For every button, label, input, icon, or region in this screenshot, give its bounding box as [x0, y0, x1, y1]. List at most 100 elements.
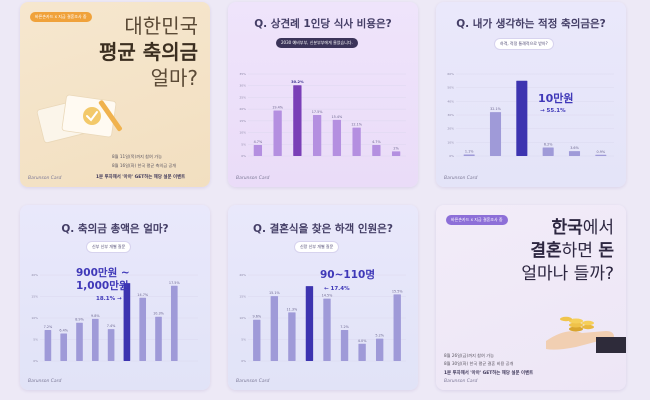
bar-value-label: 14.7%: [137, 293, 149, 297]
meal-cost-chart: 0% 5% 10% 15% 20% 25% 30% 35% 4.7% 19.4% 30.2% 17.5…: [239, 72, 406, 158]
card-guest-count[interactable]: Q. 결혼식을 찾은 하객 인원은? 신랑 신부 개별 질문 0% 5% 10% 15…: [228, 205, 418, 390]
bar-value-label: 32.1%: [490, 107, 502, 111]
callout-percent: ← 17.4%: [324, 286, 350, 292]
card-wedding-cost[interactable]: 바른손카드 x 지금 결혼조사 중 한국에서 결혼하면 돈 얼마나 들까? 8월…: [436, 205, 626, 390]
card-gift-total[interactable]: Q. 축의금 총액은 얼마? 신부 신부 개별 질문 0% 5% 10% 15% 20%…: [20, 205, 210, 390]
y-tick-label: 15%: [31, 295, 38, 299]
event-footer: 1분 투자해서 '아아' GET하는 해당 설문 이벤트: [444, 371, 534, 376]
bar-value-label: 4.7%: [254, 140, 263, 144]
y-tick-label: 20%: [239, 273, 246, 277]
bar: [372, 144, 381, 156]
y-tick-label: 5%: [241, 338, 246, 342]
bar: [91, 318, 99, 361]
guest-count-chart: 0% 5% 10% 15% 20% 9.6% 15.1% 11.3% 14.5% 7.2% 4.0%…: [239, 273, 406, 363]
y-tick-label: 20%: [239, 107, 246, 111]
bar: [358, 343, 366, 361]
bar-value-label: 7.4%: [107, 324, 116, 328]
y-tick-label: 10%: [447, 140, 454, 144]
headline-line3: 얼마나 들까?: [521, 264, 614, 284]
brand-logo: Barunson Card: [236, 379, 270, 384]
headline-word-money: 돈: [598, 241, 614, 261]
y-tick-label: 0%: [449, 154, 454, 158]
headline-word-in: 에서: [582, 218, 614, 238]
survey-badge: 바른손카드 x 지금 결혼조사 중: [30, 12, 92, 22]
brand-logo: Barunson Card: [236, 176, 270, 181]
headline-word-korea: 한국: [551, 218, 583, 238]
bar: [391, 151, 401, 156]
callout-percent: → 55.1%: [540, 108, 566, 114]
bar-value-label: 19.4%: [272, 106, 284, 110]
bar: [312, 115, 322, 156]
bar: [463, 154, 475, 156]
y-tick-label: 25%: [239, 95, 246, 99]
brand-logo: Barunson Card: [444, 379, 478, 384]
y-tick-label: 0%: [241, 359, 246, 363]
bar: [139, 297, 147, 361]
headline-word-if: 하면: [561, 241, 599, 261]
callout-value: 90~110명: [320, 269, 375, 281]
headline-line1: 대한민국: [124, 14, 198, 38]
participation-deadline: 8월 26일(금)까지 참여 가능: [444, 353, 494, 358]
y-tick-label: 15%: [239, 295, 246, 299]
y-tick-label: 0%: [33, 359, 38, 363]
bar: [568, 151, 581, 156]
bar: [273, 110, 282, 156]
question-title: Q. 상견례 1인당 식사 비용은?: [254, 18, 392, 30]
headline-line3: 얼마?: [150, 66, 198, 90]
y-tick-label: 40%: [447, 99, 454, 103]
bar: [253, 319, 261, 361]
proper-gift-chart: 0% 10% 20% 30% 40% 50% 60% 1.1% 32.1% 6.2% 3.6% 0.9…: [447, 72, 614, 158]
callout-value-line2: 1,000만원: [76, 280, 129, 292]
bar-value-label: 1.1%: [465, 149, 474, 153]
bar-value-label: 10.3%: [153, 312, 165, 316]
card-proper-gift[interactable]: Q. 내가 생각하는 적정 축의금은? 하객, 적정 통례적으로 받아? 0% 1…: [436, 2, 626, 187]
bar: [288, 312, 296, 361]
headline-word-marriage: 결혼: [530, 241, 562, 261]
bar-value-label: 11.3%: [286, 307, 298, 311]
card-meal-cost[interactable]: Q. 상견례 1인당 식사 비용은? 2030 예비부부, 신분부부에게 물었습…: [228, 2, 418, 187]
callout-value: 10만원: [538, 92, 574, 105]
card-average-gift[interactable]: 바른손카드 x 지금 결혼조사 중 대한민국 평균 축의금 얼마? 8월 11일…: [20, 2, 210, 187]
bar-value-label: 6.4%: [59, 328, 68, 332]
audience-badge: 하객, 적정 통례적으로 받아?: [494, 38, 554, 50]
bar: [76, 322, 83, 361]
question-title: Q. 결혼식을 찾은 하객 인원은?: [253, 223, 393, 235]
event-footer: 1분 투자해서 '아아' GET하는 해당 설문 이벤트: [96, 175, 186, 180]
brand-logo: Barunson Card: [28, 379, 62, 384]
question-title: Q. 내가 생각하는 적정 축의금은?: [456, 18, 606, 30]
bar-value-label: 9.8%: [91, 314, 100, 318]
question-title: Q. 축의금 총액은 얼마?: [61, 223, 169, 235]
bar: [155, 316, 162, 361]
envelope-illustration: [36, 94, 122, 144]
callout-percent: 18.1% →: [96, 296, 122, 302]
headline-line1: 한국에서: [551, 213, 614, 238]
y-tick-label: 20%: [447, 127, 454, 131]
bar: [375, 338, 384, 361]
bar: [44, 330, 52, 361]
headline-line2: 평균 축의금: [99, 40, 198, 64]
bar-value-label: 2%: [393, 146, 399, 150]
bar-value-label: 6.2%: [544, 143, 553, 147]
bar-value-label: 8.9%: [75, 318, 84, 322]
bar-value-label: 7.2%: [340, 325, 349, 329]
bar-value-label: 4.0%: [358, 339, 367, 343]
bar-value-label: 15.5%: [392, 289, 404, 293]
bar-value-label: 14.5%: [322, 294, 334, 298]
headline-line2: 결혼하면 돈: [530, 236, 614, 261]
bar: [270, 296, 279, 361]
bar: [253, 144, 263, 156]
bar: [332, 119, 342, 156]
bar-value-label: 15.4%: [331, 115, 343, 119]
bar: [393, 294, 401, 361]
bar-value-label: 4.7%: [372, 140, 381, 144]
y-tick-label: 30%: [447, 113, 454, 117]
bar: [107, 329, 115, 361]
bar-value-label: 3.6%: [570, 146, 579, 150]
bar-value-label: 15.1%: [269, 291, 281, 295]
bar-value-label: 7.2%: [44, 325, 53, 329]
bar: [542, 147, 554, 156]
audience-badge: 신랑 신부 개별 질문: [294, 241, 340, 253]
y-tick-label: 10%: [239, 131, 246, 135]
bar-value-label: 5.2%: [375, 334, 384, 338]
bar: [489, 112, 502, 156]
